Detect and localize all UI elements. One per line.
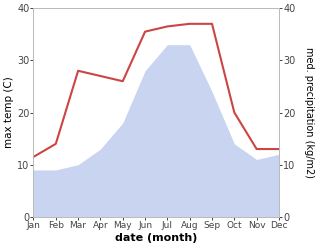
Y-axis label: max temp (C): max temp (C) — [4, 77, 14, 148]
X-axis label: date (month): date (month) — [115, 233, 197, 243]
Y-axis label: med. precipitation (kg/m2): med. precipitation (kg/m2) — [304, 47, 314, 178]
